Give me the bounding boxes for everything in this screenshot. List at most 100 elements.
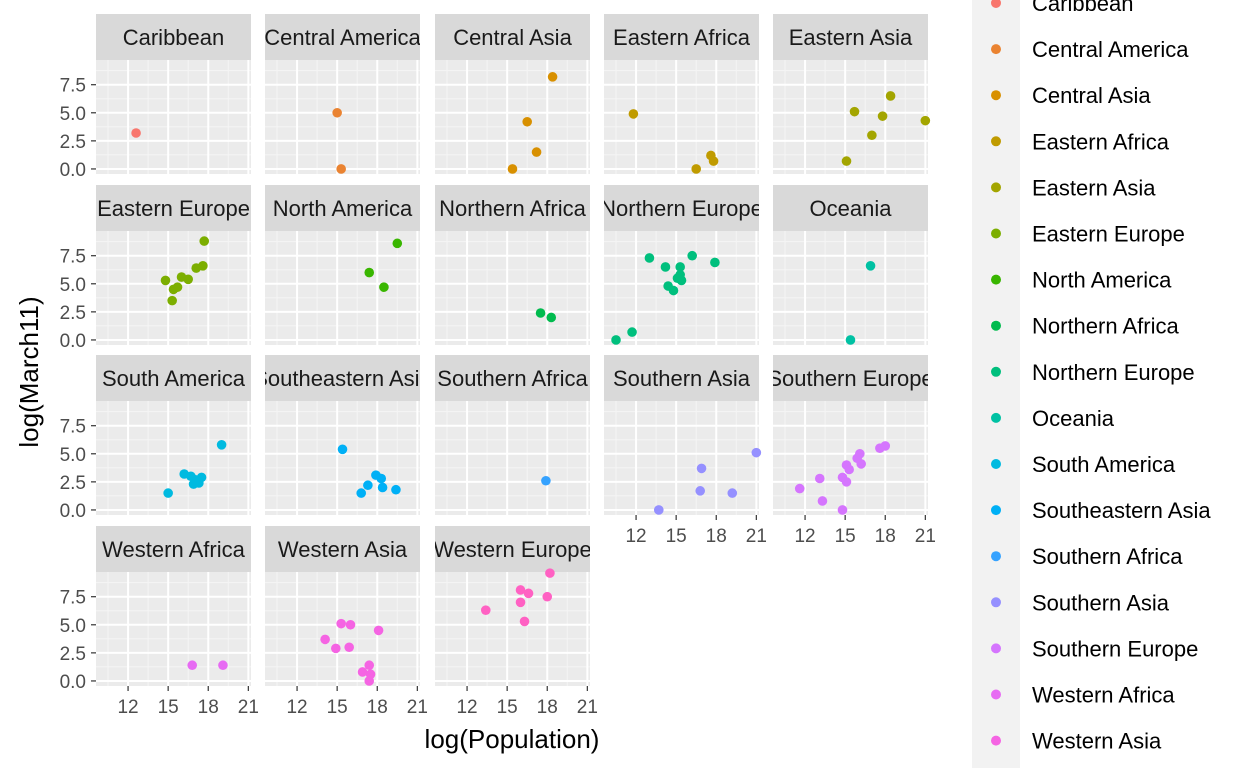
legend-entry: Central America [991, 37, 1189, 62]
data-point [710, 257, 720, 268]
data-point [364, 267, 375, 278]
legend-key [991, 551, 1001, 562]
x-tick-label: 21 [577, 697, 598, 718]
legend-label: Southeastern Asia [1032, 498, 1211, 523]
data-point [336, 164, 346, 174]
y-tick-label: 0.0 [60, 331, 86, 352]
data-point [695, 486, 706, 496]
legend-entry: Southern Asia [991, 590, 1170, 615]
facet-strip [265, 185, 420, 231]
legend-key [991, 182, 1001, 193]
legend-label: Central Asia [1032, 83, 1151, 108]
legend-entry: Northern Europe [991, 360, 1195, 385]
facet-plot-area [604, 60, 759, 174]
data-point [216, 440, 227, 450]
x-axis-title: log(Population) [425, 724, 600, 754]
facet-panel: Caribbean 0.0 2.5 5.0 7.5 [60, 14, 251, 181]
facet-panel: Southern Europe 12 15 18 21 [767, 355, 936, 547]
facet-plot-area [96, 60, 251, 174]
legend-key [991, 505, 1001, 516]
legend-label: Northern Europe [1032, 360, 1195, 385]
facet-strip [604, 14, 759, 60]
data-point [628, 109, 639, 119]
data-point [331, 643, 341, 654]
facet-panel: Western Asia 12 15 18 21 [265, 526, 428, 718]
data-point [837, 505, 848, 515]
x-tick-label: 12 [456, 697, 477, 718]
legend-key [991, 735, 1001, 746]
facet-strip [435, 526, 590, 572]
data-point [708, 156, 719, 166]
data-point [541, 475, 551, 486]
facet-panel: Southern Asia 12 15 18 21 [604, 355, 767, 547]
facet-plot-area [435, 401, 590, 515]
facet-plot-area [773, 401, 928, 515]
facet-strip-label: Eastern Europe [97, 196, 250, 221]
facet-strip-label: Western Asia [278, 537, 408, 562]
data-point [163, 488, 173, 498]
data-point [199, 236, 210, 246]
x-tick-label: 18 [367, 697, 388, 718]
facet-panels: Caribbean 0.0 2.5 5.0 7.5 Central America Cent… [60, 14, 936, 718]
data-point [865, 261, 876, 271]
legend-entry: Western Africa [991, 683, 1175, 708]
data-point [841, 477, 852, 487]
facet-strip [265, 14, 420, 60]
legend-key [991, 597, 1001, 608]
y-tick-label: 2.5 [60, 132, 86, 153]
data-point [519, 616, 530, 627]
x-tick-label: 21 [238, 697, 259, 718]
x-tick-label: 21 [746, 526, 767, 547]
legend-entry: Eastern Asia [991, 175, 1156, 200]
facet-strip [265, 355, 420, 401]
data-point [345, 619, 356, 630]
facet-plot-area [96, 572, 251, 686]
data-point [687, 250, 697, 261]
data-point [379, 282, 389, 292]
y-tick-label: 5.0 [60, 104, 86, 125]
y-tick-label: 2.5 [60, 303, 86, 324]
data-point [131, 128, 141, 138]
facet-panel: North America [265, 185, 420, 345]
facet-plot-area [604, 401, 759, 515]
data-point [188, 479, 199, 489]
data-point [751, 447, 762, 458]
facet-panel: Eastern Asia [773, 14, 931, 174]
facet-strip-label: Southern Europe [767, 366, 933, 391]
legend-key [991, 0, 1001, 8]
facet-panel: Western Europe 12 15 18 21 [435, 526, 598, 718]
facet-strip-label: Eastern Asia [789, 25, 913, 50]
facet-strip [435, 14, 590, 60]
data-point [644, 253, 655, 263]
legend-label: Southern Europe [1032, 636, 1198, 661]
y-tick-label: 5.0 [60, 616, 86, 637]
data-point [814, 473, 825, 484]
data-point [675, 262, 685, 272]
facet-plot-area [604, 231, 759, 345]
data-point [320, 634, 330, 645]
legend-label: North America [1032, 268, 1172, 293]
facet-plot-area [265, 60, 420, 174]
facet-plot-area [435, 60, 590, 174]
legend-label: Eastern Europe [1032, 222, 1185, 247]
facet-panel: Northern Africa [435, 185, 590, 345]
legend-label: Eastern Africa [1032, 129, 1170, 154]
data-point [218, 660, 228, 671]
facet-plot-area [773, 60, 928, 174]
data-point [337, 444, 348, 455]
x-tick-label: 18 [198, 697, 219, 718]
x-tick-label: 21 [915, 526, 936, 547]
data-point [696, 463, 707, 474]
legend-key [991, 274, 1001, 285]
x-tick-label: 15 [158, 697, 179, 718]
data-point [364, 676, 375, 686]
facet-plot-area [435, 231, 590, 345]
legend-entry: Northern Africa [991, 314, 1179, 339]
x-tick-label: 15 [666, 526, 687, 547]
data-point [377, 482, 388, 493]
facet-panel: Western Africa 0.0 2.5 5.0 7.5 12 15 18 21 [60, 526, 259, 718]
facet-panel: Central America [265, 14, 420, 174]
data-point [356, 488, 367, 498]
y-tick-label: 2.5 [60, 644, 86, 665]
data-point [363, 480, 373, 491]
